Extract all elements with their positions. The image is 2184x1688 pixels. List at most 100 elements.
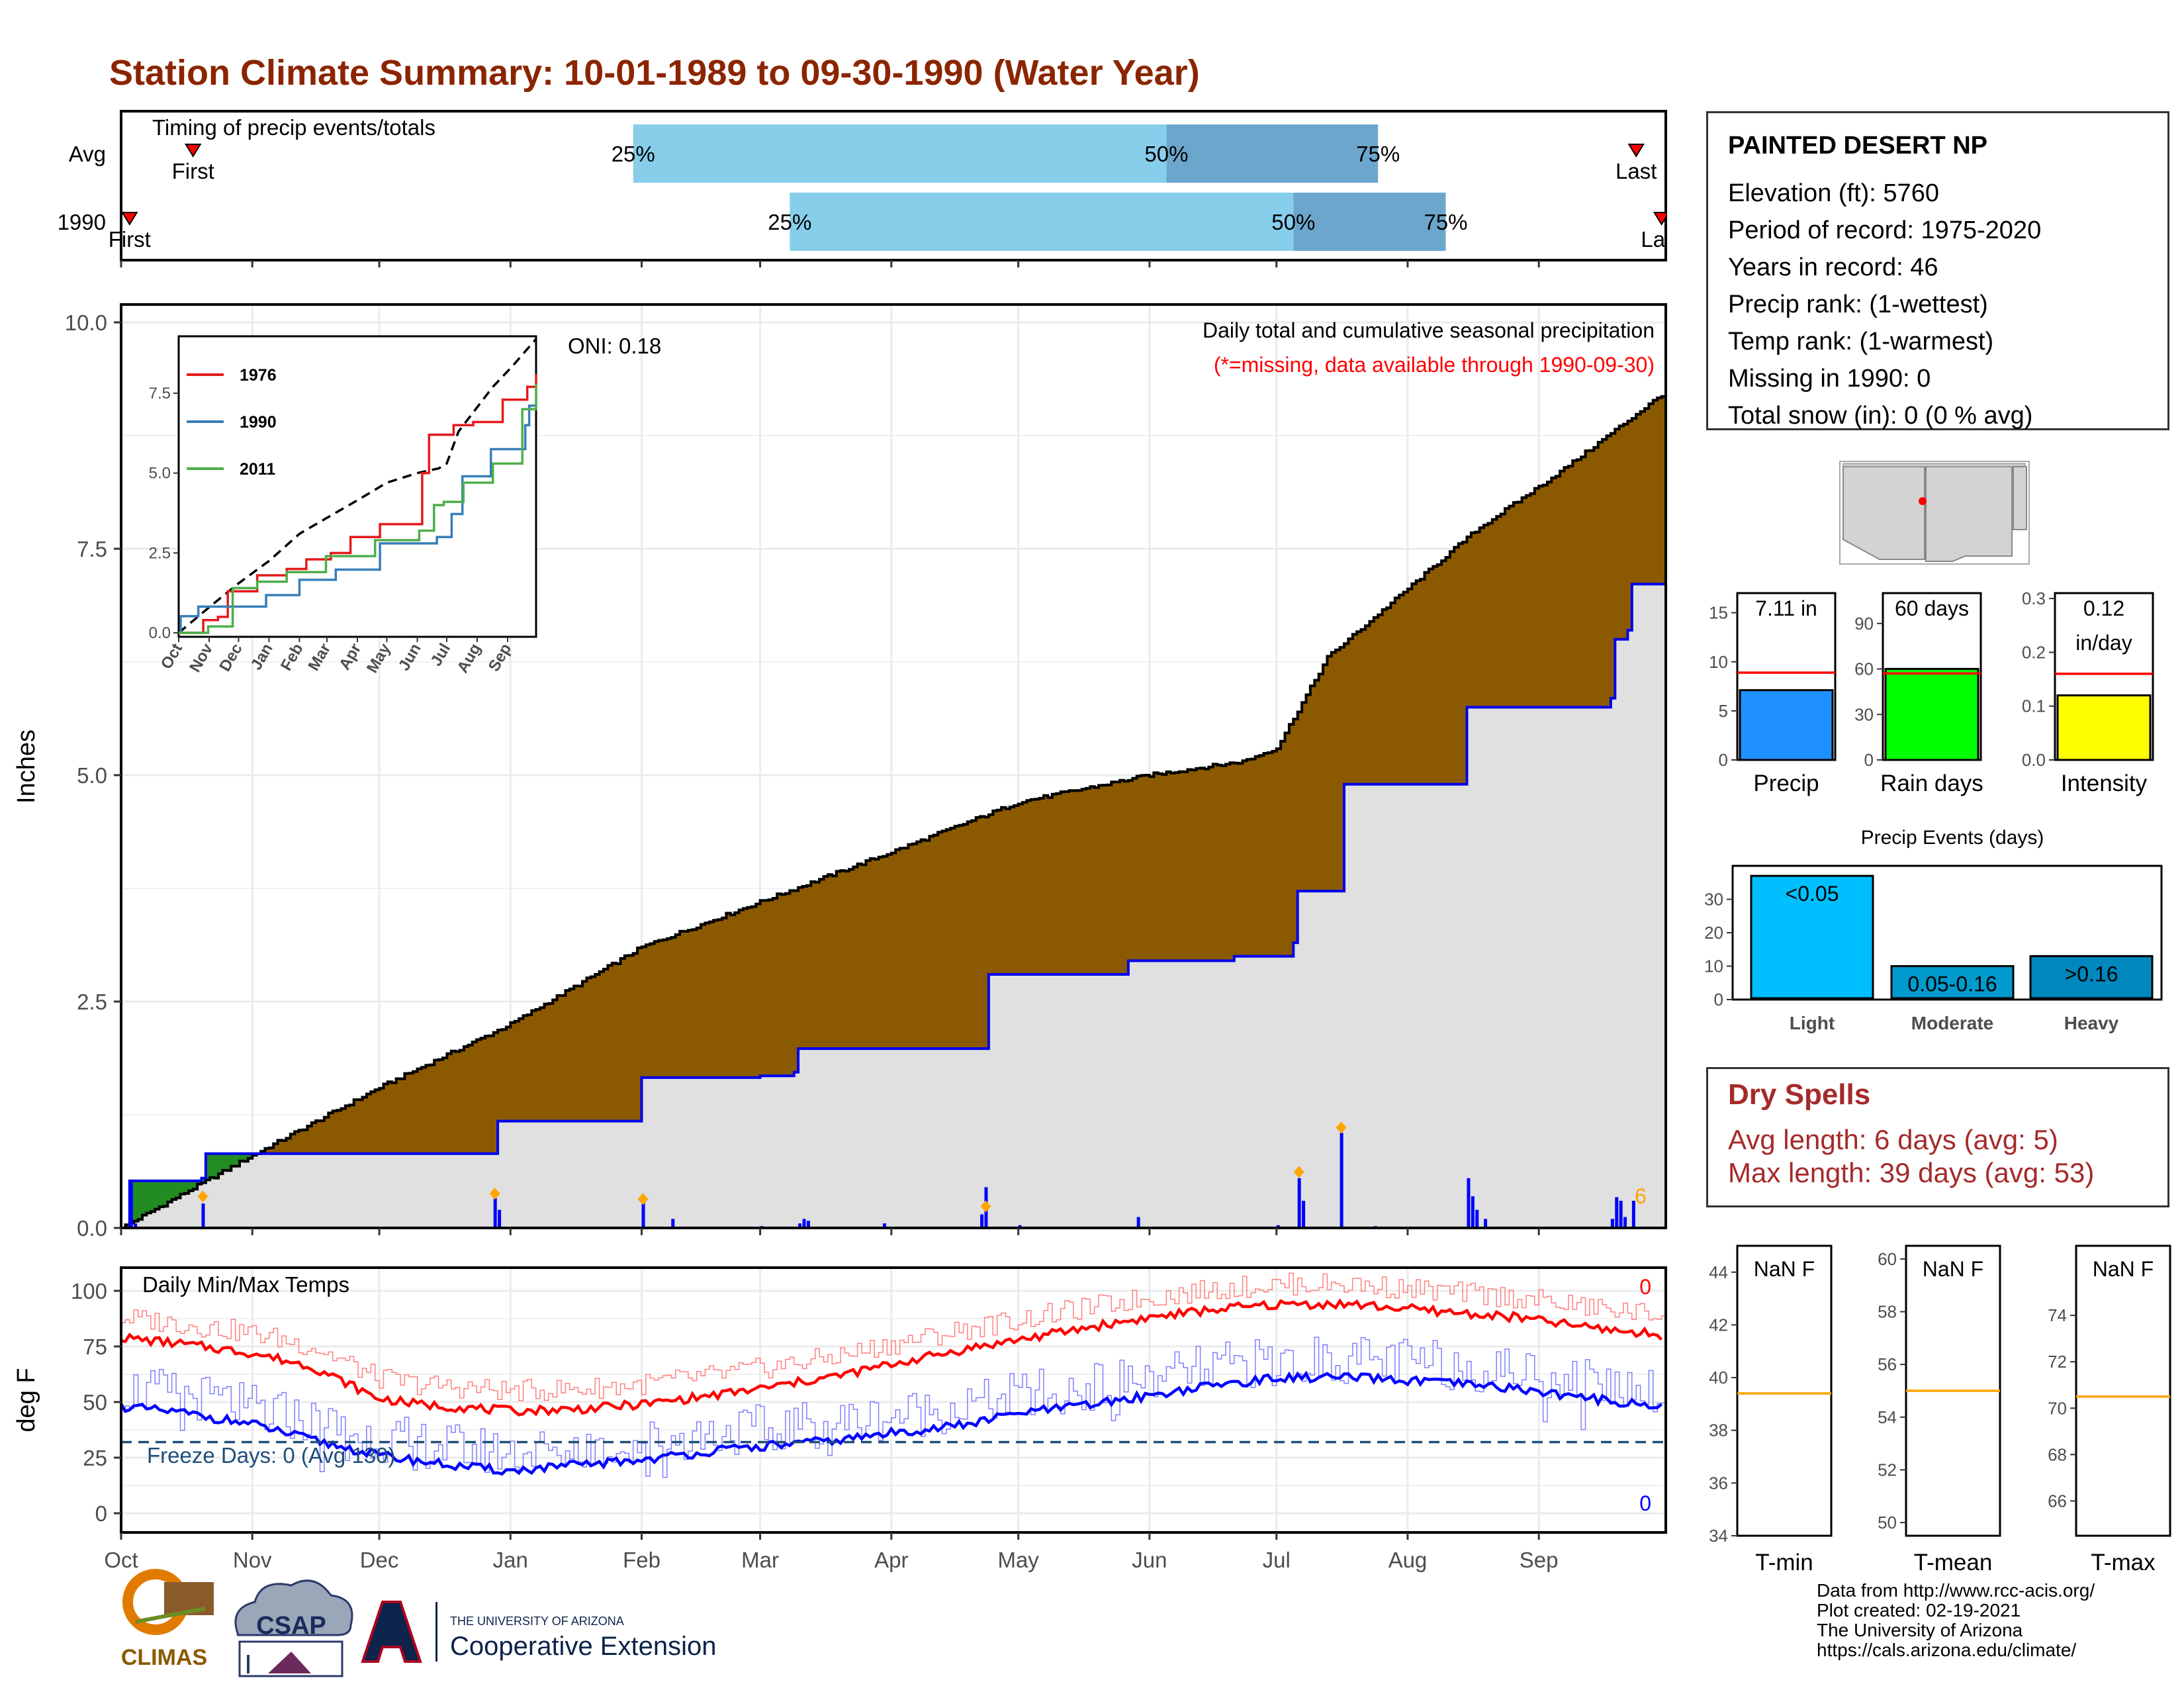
- summary-bar-ytick-label: 0.1: [2022, 696, 2046, 716]
- temp-frame: [120, 1266, 1667, 1534]
- temp-ytick-label: 25: [83, 1446, 107, 1470]
- month-xtick-label: Jul: [1263, 1548, 1291, 1572]
- station-elevation: Elevation (ft): 5760: [1728, 179, 1939, 207]
- inset-xtick-label: Dec: [216, 641, 246, 675]
- temp-summary-ytick-label: 56: [1878, 1354, 1897, 1374]
- temp-summary-value: NaN F: [2093, 1257, 2154, 1281]
- temp-ytick-label: 0: [95, 1501, 107, 1526]
- temp-summary-ytick-label: 38: [1709, 1421, 1728, 1440]
- summary-bar-value-text: 0.12: [2083, 596, 2124, 620]
- daily-precip-bar: [1471, 1196, 1475, 1228]
- daily-precip-bar: [641, 1202, 645, 1228]
- temp-panel: 0 25 50 75 100 deg F Daily Min/Max Temps Fre…: [13, 1266, 1667, 1534]
- temp-summary-ytick-label: 60: [1878, 1249, 1897, 1269]
- inset-ytick-label: 7.5: [149, 385, 171, 402]
- credit-data-source: Data from http://www.rcc-acis.org/: [1817, 1580, 2095, 1601]
- credit-university: The University of Arizona: [1817, 1620, 2023, 1640]
- daily-precip-bar: [129, 1182, 133, 1228]
- precip-ytick-label: 7.5: [77, 537, 107, 561]
- month-xtick-label: Jan: [493, 1548, 528, 1572]
- daily-precip-bar: [1297, 1178, 1301, 1228]
- summary-bar-value: [1739, 689, 1834, 761]
- temp-summary-label: T-min: [1755, 1550, 1813, 1575]
- dry-spells-avg-length: Avg length: 6 days (avg: 5): [1728, 1124, 2058, 1155]
- ua-logo-header: THE UNIVERSITY OF ARIZONA: [450, 1615, 624, 1628]
- precip-panel-subtitle: (*=missing, data available through 1990-…: [1214, 353, 1655, 377]
- temp-summary-ytick-label: 66: [2048, 1491, 2067, 1511]
- inset-xtick-label: Aug: [453, 641, 484, 677]
- precip-events-chart: Precip Events (days) <0.05 Light 0.05-0.16…: [1704, 827, 2163, 1033]
- events-bar: [1750, 874, 1874, 1000]
- csap-logo: CSAP: [234, 1579, 353, 1677]
- events-category-label: Heavy: [2064, 1013, 2119, 1033]
- timing-last-label: Last: [1615, 159, 1657, 183]
- inset-xtick-label: Nov: [186, 640, 216, 675]
- precip-panel-title: Daily total and cumulative seasonal prec…: [1203, 318, 1655, 342]
- month-xtick-label: Mar: [741, 1548, 779, 1572]
- daily-precip-bar: [134, 1223, 138, 1228]
- timing-last-marker: [1627, 144, 1645, 158]
- map-state-texas: [2013, 466, 2027, 530]
- temp-panel-title: Daily Min/Max Temps: [142, 1272, 349, 1297]
- credit-url: https://cals.arizona.edu/climate/: [1817, 1640, 2077, 1660]
- timing-first-marker: [184, 144, 202, 158]
- temp-summary-frame: [1736, 1244, 1833, 1537]
- daily-precip-bar: [1340, 1133, 1343, 1228]
- summary-bar-value: [1884, 668, 1979, 761]
- month-xtick-label: May: [997, 1548, 1039, 1572]
- summary-bar-ytick-label: 0: [1719, 750, 1728, 770]
- inset-normal-line: [177, 338, 537, 634]
- station-missing: Missing in 1990: 0: [1728, 365, 1931, 393]
- station-temp-rank: Temp rank: (1-warmest): [1728, 328, 1994, 355]
- temp-summary-ytick-label: 42: [1709, 1315, 1728, 1335]
- summary-bar-label: Rain days: [1880, 771, 1983, 796]
- climas-logo: CLIMAS: [121, 1569, 214, 1670]
- csap-logo-mountain: [268, 1652, 311, 1673]
- summary-bar-ytick-label: 0: [1864, 750, 1874, 770]
- inset-legend-label: 2011: [240, 460, 275, 479]
- precip-ytick-label: 0.0: [77, 1216, 107, 1241]
- max-temp-count: 0: [1639, 1275, 1651, 1299]
- month-xtick-label: Sep: [1520, 1548, 1559, 1572]
- timing-first-label: First: [109, 227, 151, 252]
- station-period: Period of record: 1975-2020: [1728, 216, 2042, 244]
- daily-precip-bar: [798, 1223, 802, 1228]
- precip-frame: [120, 303, 1667, 1229]
- map-state-arizona: [1843, 466, 1925, 560]
- temp-summary-ytick-label: 34: [1709, 1526, 1728, 1546]
- events-category-label: Light: [1790, 1013, 1835, 1033]
- daily-precip-bar: [1610, 1219, 1614, 1228]
- station-precip-rank: Precip rank: (1-wettest): [1728, 291, 1988, 318]
- ua-logo: THE UNIVERSITY OF ARIZONA Cooperative Ex…: [361, 1601, 716, 1663]
- timing-last-label: Last: [1641, 227, 1682, 252]
- event-marker: [637, 1193, 649, 1205]
- month-xtick-label: Nov: [233, 1548, 272, 1572]
- inset-series-line: [179, 383, 537, 634]
- summary-bar-label: Precip: [1753, 771, 1819, 796]
- daily-precip-bar: [1136, 1217, 1140, 1228]
- events-bar: [2029, 955, 2154, 1000]
- temp-summary-ytick-label: 58: [1878, 1302, 1897, 1322]
- temp-summary-ytick-label: 40: [1709, 1368, 1728, 1387]
- temp-summary-panels: NaN F 34 36 38 40 42 44 T-min NaN F 50 52 54 56 58 60 T…: [1709, 1244, 2171, 1575]
- temp-summary-ytick-label: 68: [2048, 1444, 2067, 1464]
- inset-legend-label: 1976: [240, 366, 277, 385]
- daily-precip-bar: [498, 1209, 502, 1228]
- temp-ytick-label: 75: [83, 1335, 107, 1359]
- daily-precip-bar: [1619, 1200, 1623, 1228]
- timing-first-label: First: [172, 159, 214, 183]
- month-xtick-label: Dec: [360, 1548, 399, 1572]
- daily-precip-bar: [1623, 1217, 1627, 1228]
- events-bar-label: <0.05: [1786, 882, 1839, 906]
- inset-series-line: [179, 374, 537, 634]
- timing-quartile-label: 25%: [768, 210, 811, 234]
- daily-precip-bar: [1276, 1225, 1280, 1228]
- daily-precip-bar: [802, 1219, 806, 1228]
- events-bar-label: >0.16: [2065, 962, 2118, 986]
- timing-last-marker: [1653, 212, 1666, 226]
- credits: Data from http://www.rcc-acis.org/ Plot …: [1817, 1581, 2095, 1660]
- normal-min-temp-line: [121, 1370, 1663, 1476]
- events-bar: [1890, 965, 2015, 1000]
- summary-bar-ytick-label: 5: [1719, 701, 1728, 721]
